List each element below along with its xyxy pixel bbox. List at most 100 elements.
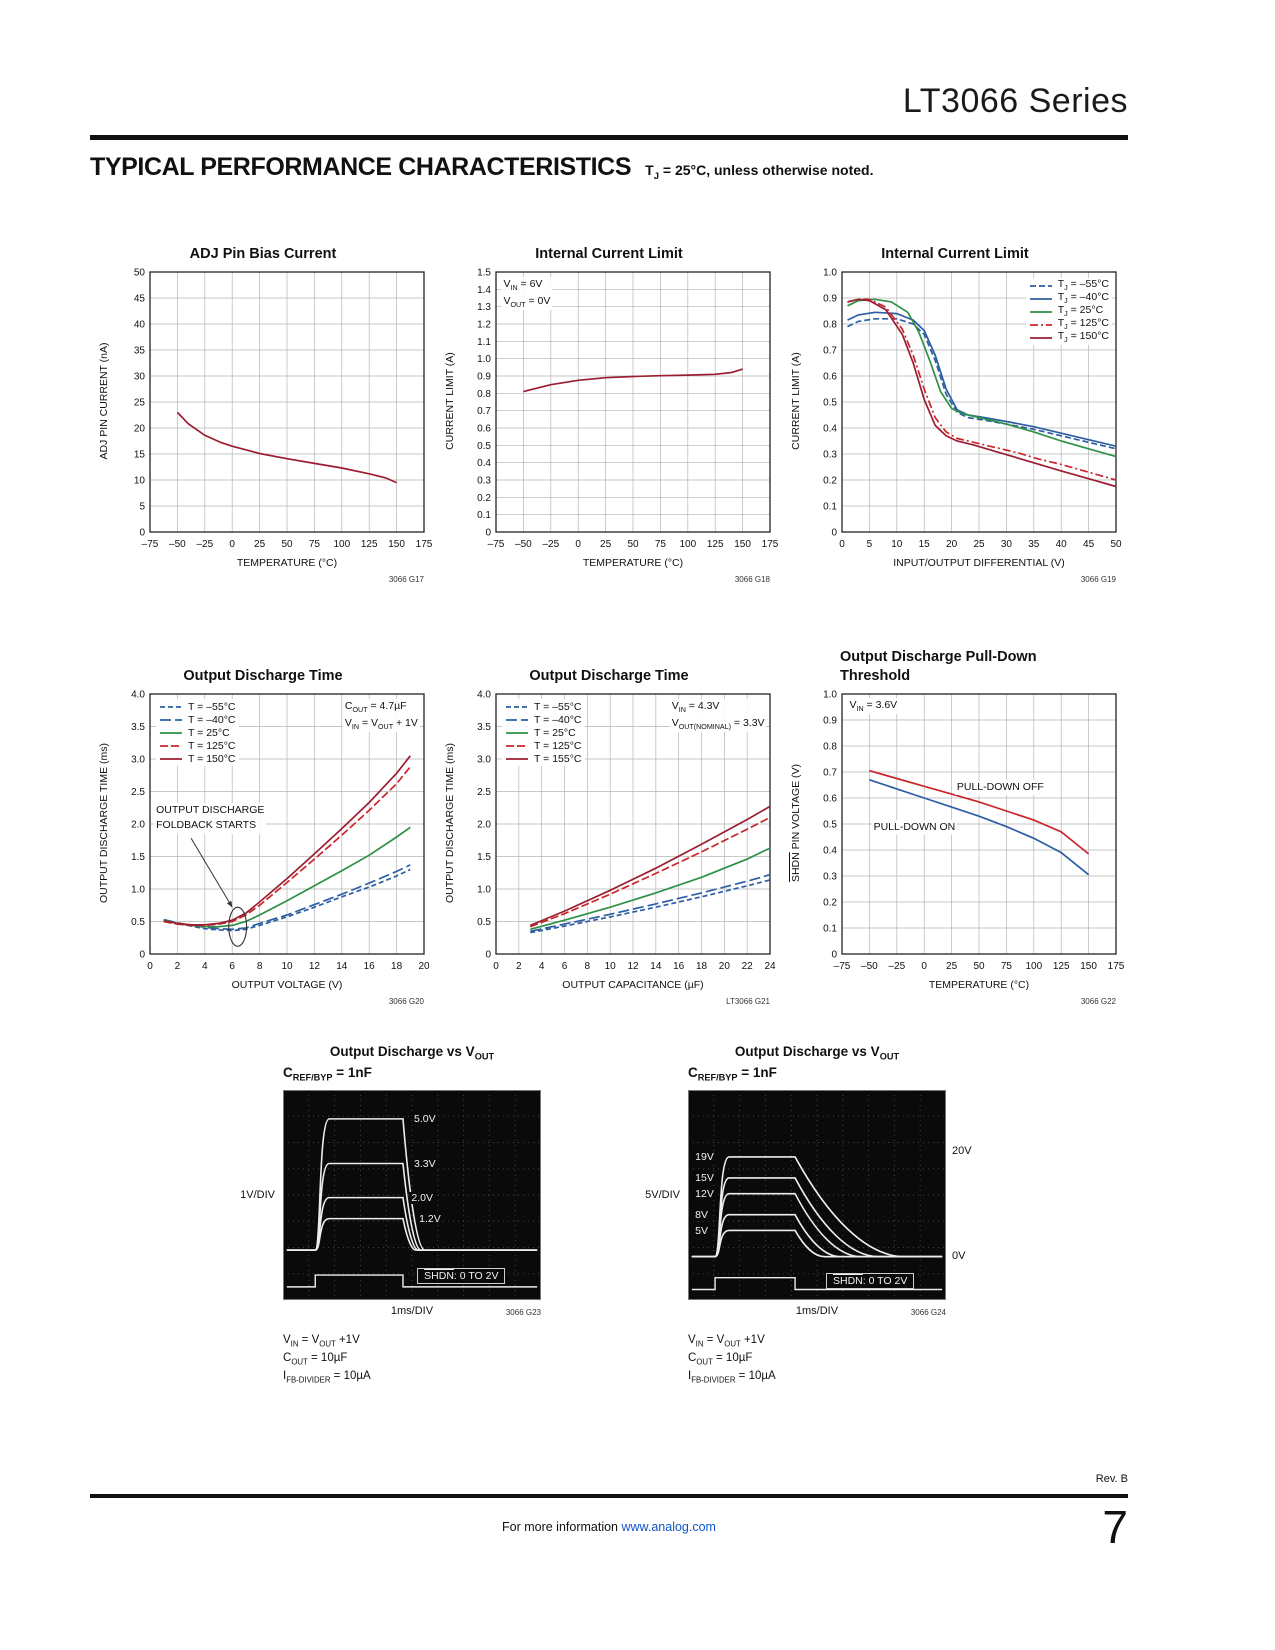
legend-line-sample [506, 757, 528, 760]
svg-text:150: 150 [388, 539, 405, 550]
svg-text:0.7: 0.7 [477, 406, 491, 417]
svg-text:15: 15 [134, 450, 146, 461]
svg-text:0: 0 [921, 961, 927, 972]
chart-plot: –75 –50 –25 0 25 50 75 100 125 150 175 0 0.1 0.2 0.3 0.… [823, 690, 1125, 1007]
legend-item: T = 25°C [159, 726, 236, 739]
legend-line-sample [506, 718, 528, 721]
page-header: LT3066 Series TYPICAL PERFORMANCE CHARAC… [0, 0, 1275, 182]
test-conditions: VIN = VOUT +1V COUT = 10µF IFB-DIVIDER = 1… [688, 1334, 776, 1385]
svg-text:0: 0 [575, 539, 581, 550]
trace-label: 2.0V [409, 1192, 436, 1204]
svg-text:35: 35 [1028, 539, 1040, 550]
header-rule [90, 135, 1128, 140]
svg-text:20: 20 [946, 539, 958, 550]
legend-line-sample [1029, 310, 1052, 313]
svg-text:1.1: 1.1 [477, 337, 491, 348]
svg-text:75: 75 [655, 539, 667, 550]
svg-text:8: 8 [585, 961, 591, 972]
trace-label: 19V [693, 1151, 716, 1164]
volts-per-div-label: 5V/DIV [645, 1189, 680, 1202]
legend-item: T = 125°C [159, 739, 236, 752]
analog-link[interactable]: www.analog.com [621, 1520, 716, 1534]
chart-title: Output Discharge Time [529, 668, 689, 685]
svg-text:0.2: 0.2 [823, 898, 837, 909]
trace-label: 5.0V [412, 1113, 438, 1126]
svg-text:0: 0 [139, 528, 145, 539]
series-t-minus55 [530, 879, 771, 934]
chart-plot: 0 5 10 15 20 25 30 35 40 45 50 0 0.1 0.2 0.3 0.4 0.5 0.6 0… [823, 268, 1122, 585]
svg-text:1.3: 1.3 [477, 302, 491, 313]
svg-text:25: 25 [254, 539, 266, 550]
svg-text:4.0: 4.0 [477, 690, 491, 701]
svg-text:0: 0 [139, 950, 145, 961]
legend-label: T = 125°C [188, 739, 236, 752]
svg-text:0.1: 0.1 [477, 510, 491, 521]
svg-text:6: 6 [229, 961, 235, 972]
svg-text:30: 30 [134, 372, 146, 383]
series-current-limit [523, 368, 743, 393]
legend-item: T = 155°C [505, 752, 582, 765]
svg-text:20: 20 [134, 424, 146, 435]
scope-head: Output Discharge vs VOUT CREF/BYP = 1nF [283, 1044, 541, 1082]
svg-text:1.0: 1.0 [823, 268, 837, 279]
legend: TJ = –55°C TJ = –40°C TJ = 25°C TJ = 125°C T… [1025, 278, 1112, 345]
svg-text:0.5: 0.5 [131, 917, 145, 928]
svg-text:0.9: 0.9 [823, 716, 837, 727]
svg-text:50: 50 [134, 268, 146, 279]
svg-text:40: 40 [1056, 539, 1068, 550]
svg-text:0: 0 [147, 961, 153, 972]
scope-right-labels: 20V 0V [946, 1090, 986, 1300]
chart-body: 0 5 10 15 20 25 30 35 40 45 50 0 0.1 0.2 0.3 0.4 0.5 0.6 0… [782, 266, 1128, 586]
revision-label: Rev. B [1095, 1473, 1128, 1485]
svg-text:0: 0 [485, 950, 491, 961]
svg-text:0.9: 0.9 [477, 372, 491, 383]
svg-text:10: 10 [281, 961, 293, 972]
y-axis-label: OUTPUT DISCHARGE TIME (ms) [444, 742, 456, 904]
y-axis-label: SHDN PIN VOLTAGE (V) [790, 763, 802, 883]
page-number: 7 [1102, 1501, 1128, 1553]
svg-text:175: 175 [416, 539, 433, 550]
svg-text:50: 50 [973, 961, 985, 972]
trace-label: 12V [693, 1188, 716, 1201]
graph-id: 3066 G22 [1081, 997, 1117, 1006]
chart-body: –75 –50 –25 0 25 50 75 100 125 150 175 0 0.1 0.2 0.3 0.… [782, 688, 1128, 1008]
scope-title: Output Discharge vs VOUT [329, 1044, 495, 1062]
svg-text:45: 45 [134, 294, 146, 305]
legend-line-sample [1029, 297, 1052, 300]
svg-text:25: 25 [600, 539, 612, 550]
chart-internal-current-limit-vs-temp: Internal Current Limit –75 –50 –25 0 25 50 75 1… [436, 218, 782, 586]
svg-text:0.7: 0.7 [823, 346, 837, 357]
legend-label: TJ = 25°C [1057, 304, 1104, 319]
legend-line-sample [506, 744, 528, 747]
svg-text:2.5: 2.5 [131, 787, 145, 798]
svg-text:0.5: 0.5 [477, 441, 491, 452]
pulldown-on-label: PULL-DOWN ON [871, 820, 958, 836]
x-axis-label: TEMPERATURE (°C) [237, 557, 337, 569]
svg-text:40: 40 [134, 320, 146, 331]
chart-output-discharge-time-vs-capacitance: Output Discharge Time 0 2 4 6 8 10 12 14 16 18 20 2… [436, 640, 782, 1008]
legend-label: TJ = –40°C [1057, 291, 1109, 306]
vin-condition: VIN = 3.6V [847, 697, 900, 715]
foldback-ellipse [228, 906, 248, 947]
svg-text:–25: –25 [542, 539, 559, 550]
svg-text:4: 4 [202, 961, 208, 972]
legend-item: TJ = 125°C [1029, 317, 1109, 332]
svg-text:0.5: 0.5 [477, 917, 491, 928]
svg-text:35: 35 [134, 346, 146, 357]
svg-text:0.2: 0.2 [823, 476, 837, 487]
trace-label: 3.3V [412, 1157, 438, 1170]
svg-text:12: 12 [309, 961, 321, 972]
series-tj-minus40 [847, 311, 1117, 448]
legend-label: T = –55°C [188, 700, 236, 713]
shdn-trace [691, 1277, 943, 1291]
legend-label: TJ = 125°C [1057, 317, 1109, 332]
series-pulldown-off [869, 769, 1090, 855]
svg-text:0.1: 0.1 [823, 502, 837, 513]
svg-text:0.8: 0.8 [823, 742, 837, 753]
scope-subtitle: CREF/BYP = 1nF [283, 1064, 372, 1083]
legend-line-sample [506, 731, 528, 734]
chart-body: –75 –50 –25 0 25 50 75 100 125 150 175 0 0.1 0.2 0.3 0.… [436, 266, 782, 586]
test-conditions: VIN = VOUT +1V COUT = 10µF IFB-DIVIDER = 1… [283, 1334, 371, 1385]
svg-text:0.3: 0.3 [823, 450, 837, 461]
legend-label: T = 25°C [188, 726, 230, 739]
